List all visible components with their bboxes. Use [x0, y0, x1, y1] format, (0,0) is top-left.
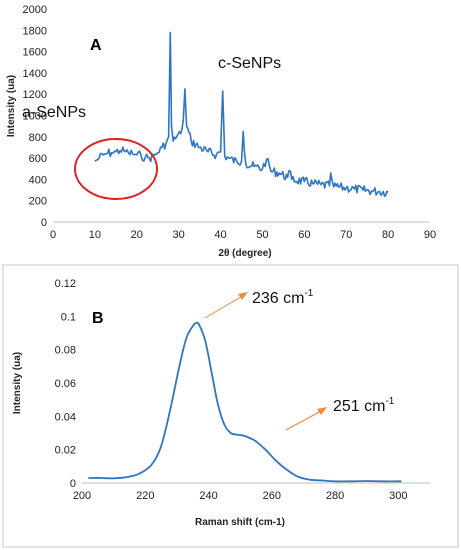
- chart-a-y-tick-labels: 0 200 400 600 800 1000 1200 1400 1600 1800 2000: [23, 4, 47, 229]
- chart-a-annotation-c-senps: c-SeNPs: [218, 55, 281, 72]
- chart-b-y-tick-label: 0.12: [55, 278, 76, 290]
- chart-b-annotation-251: 251 cm-1: [333, 396, 395, 415]
- chart-b-series-line: [88, 321, 402, 483]
- chart-a-panel-label: A: [90, 37, 102, 54]
- chart-a-y-axis-title: Intensity (ua): [6, 75, 17, 137]
- chart-b-y-axis-title: Intensity (ua): [12, 352, 23, 414]
- chart-b-y-tick-labels: 0 0.02 0.04 0.06 0.08 0.1 0.12: [55, 278, 76, 490]
- chart-a-x-tick-label: 60: [298, 229, 310, 241]
- chart-a-x-axis-title: 2θ (degree): [218, 248, 271, 259]
- chart-b: B 00.020.040.060.080.10.12 200 220 240 260 2…: [12, 278, 430, 528]
- chart-b-x-tick-labels: 200 220 240 260 280 300: [73, 490, 408, 502]
- chart-a-annotation-a-senps: a-SeNPs: [22, 104, 86, 121]
- chart-a-x-tick-label: 70: [340, 229, 352, 241]
- chart-b-x-tick-label: 200: [73, 490, 91, 502]
- chart-b-y-tick-label: 0.06: [55, 378, 76, 390]
- chart-a-y-tick-label: 1000: [23, 111, 47, 123]
- chart-a-y-tick-label: 0: [41, 217, 47, 229]
- chart-b-annotation-236: 236 cm-1: [252, 288, 314, 307]
- chart-b-frame: [2, 264, 459, 548]
- chart-a-y-tick-label: 200: [29, 196, 47, 208]
- chart-b-y-tick-label: 0.02: [55, 445, 76, 457]
- chart-b-x-tick-label: 220: [136, 490, 154, 502]
- chart-b-y-tick-label: 0.1: [61, 311, 76, 323]
- chart-a-y-tick-label: 400: [29, 174, 47, 186]
- chart-b-arrowhead-251: [317, 407, 327, 415]
- chart-a-x-tick-labels: 0 10 20 30 40 50 60 70 80 90: [50, 229, 436, 241]
- chart-b-x-tick-label: 280: [326, 490, 344, 502]
- chart-b-x-tick-label: 260: [263, 490, 281, 502]
- chart-b-x-tick-label: 300: [389, 490, 407, 502]
- chart-b-arrowhead-236: [238, 292, 248, 300]
- chart-b-y-tick-label: 0.04: [55, 411, 76, 423]
- chart-b-x-tick-label: 240: [199, 490, 217, 502]
- chart-b-arrow-251: [285, 409, 324, 431]
- chart-b-arrow-236: [204, 294, 245, 319]
- chart-a-x-tick-label: 0: [50, 229, 56, 241]
- chart-a-x-tick-label: 50: [256, 229, 268, 241]
- chart-b-y-tick-label: 0: [70, 478, 76, 490]
- chart-a-y-tick-label: 1400: [23, 68, 47, 80]
- chart-a-y-tick-label: 1600: [23, 47, 47, 59]
- chart-a-x-tick-label: 80: [382, 229, 394, 241]
- chart-a-series-line: [94, 31, 389, 197]
- chart-a: A 0200400600800100012001400160018002000 …: [6, 4, 436, 259]
- chart-a-y-tick-label: 1200: [23, 89, 47, 101]
- chart-b-x-axis-title: Raman shift (cm-1): [195, 517, 285, 528]
- chart-a-y-tick-label: 1800: [23, 25, 47, 37]
- chart-a-y-tick-label: 2000: [23, 4, 47, 16]
- chart-a-highlight-circle: [74, 138, 158, 200]
- chart-a-y-tick-label: 800: [29, 132, 47, 144]
- chart-a-x-tick-label: 10: [89, 229, 101, 241]
- chart-b-panel-label: B: [92, 310, 104, 327]
- chart-b-y-tick-label: 0.08: [55, 345, 76, 357]
- chart-a-x-tick-label: 40: [214, 229, 226, 241]
- chart-a-x-tick-label: 90: [424, 229, 436, 241]
- chart-a-x-tick-label: 20: [131, 229, 143, 241]
- chart-a-y-tick-label: 600: [29, 153, 47, 165]
- chart-a-x-tick-label: 30: [173, 229, 185, 241]
